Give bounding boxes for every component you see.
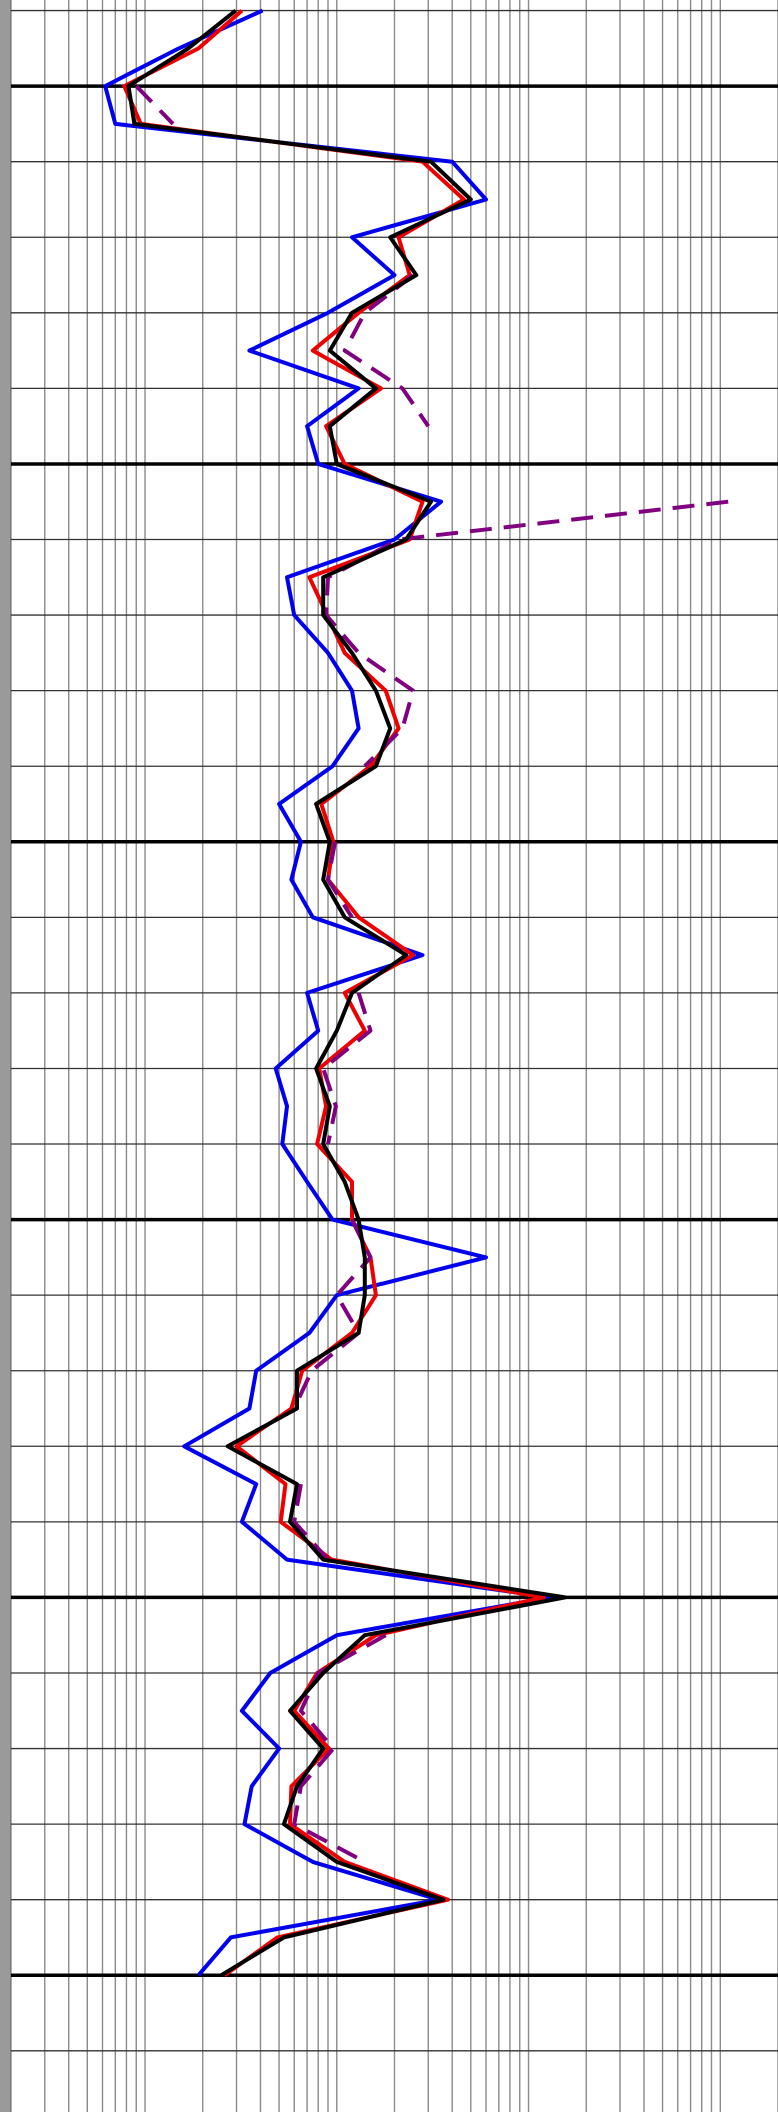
log-curve [122, 9, 546, 1977]
track-border [0, 0, 11, 2112]
log-curve [126, 9, 567, 1977]
log-curve [103, 8, 553, 1977]
